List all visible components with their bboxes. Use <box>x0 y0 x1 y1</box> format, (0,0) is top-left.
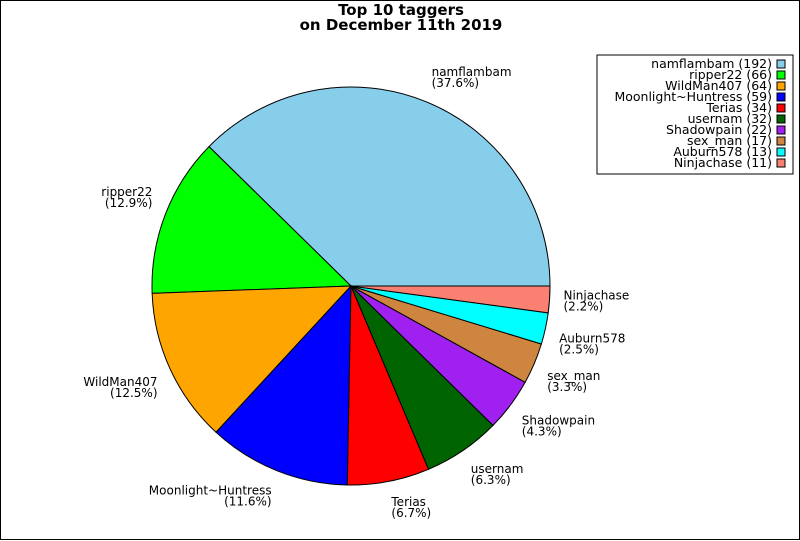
legend-entry-terias: Terias (34) <box>705 100 772 115</box>
legend-swatch-usernam <box>776 114 786 124</box>
slice-label-shadowpain: Shadowpain (4.3%) <box>522 413 595 438</box>
legend-swatch-moonlight-huntress <box>776 92 786 102</box>
pie-slice-namflambam <box>208 86 551 287</box>
pie-slice-ripper22 <box>151 145 353 294</box>
legend-swatch-ripper22 <box>776 70 786 80</box>
legend: namflambam (192)ripper22 (66)WildMan407 … <box>596 54 794 175</box>
legend-swatch-namflambam <box>776 59 786 69</box>
legend-entry-ninjachase: Ninjachase (11) <box>674 155 772 170</box>
legend-swatch-sex-man <box>776 136 786 146</box>
chart-title: Top 10 taggers on December 11th 2019 <box>1 3 800 33</box>
legend-entry-ripper22: ripper22 (66) <box>689 67 772 82</box>
pie-slice-ninjachase <box>350 285 551 314</box>
legend-entry-usernam: usernam (32) <box>688 111 772 126</box>
legend-entry-moonlight-huntress: Moonlight~Huntress (59) <box>614 89 772 104</box>
slice-label-ninjachase: Ninjachase (2.2%) <box>564 288 630 313</box>
pie-slice-moonlight-huntress <box>215 284 352 486</box>
legend-swatch-wildman407 <box>776 81 786 91</box>
pie-slice-wildman407 <box>151 285 353 433</box>
legend-entry-sex-man: sex_man (17) <box>687 133 772 148</box>
legend-box <box>596 54 794 175</box>
slice-label-usernam: usernam (6.3%) <box>471 462 524 487</box>
slice-label-sex-man: sex_man (3.3%) <box>547 369 600 394</box>
legend-entry-wildman407: WildMan407 (64) <box>665 78 772 93</box>
pie-slices <box>151 86 551 486</box>
slice-label-ripper22: ripper22 (12.9%) <box>101 185 152 210</box>
legend-swatch-auburn578 <box>776 147 786 157</box>
legend-entry-shadowpain: Shadowpain (22) <box>666 122 772 137</box>
slice-label-namflambam: namflambam (37.6%) <box>432 65 512 90</box>
legend-swatch-ninjachase <box>776 158 786 168</box>
legend-entry-auburn578: Auburn578 (13) <box>673 144 772 159</box>
slice-label-wildman407: WildMan407 (12.5%) <box>83 375 157 400</box>
chart-title-line1: Top 10 taggers <box>338 1 464 19</box>
legend-swatch-shadowpain <box>776 125 786 135</box>
slice-label-terias: Terias (6.7%) <box>390 495 431 520</box>
slice-labels: namflambam (37.6%) ripper22 (12.9%) WildMan4… <box>83 65 629 520</box>
slice-label-moonlight-huntress: Moonlight~Huntress (11.6%) <box>149 484 272 509</box>
slice-label-auburn578: Auburn578 (2.5%) <box>559 332 625 357</box>
legend-swatch-terias <box>776 103 786 113</box>
chart-subtitle: on December 11th 2019 <box>299 16 503 34</box>
legend-entry-namflambam: namflambam (192) <box>651 56 772 71</box>
